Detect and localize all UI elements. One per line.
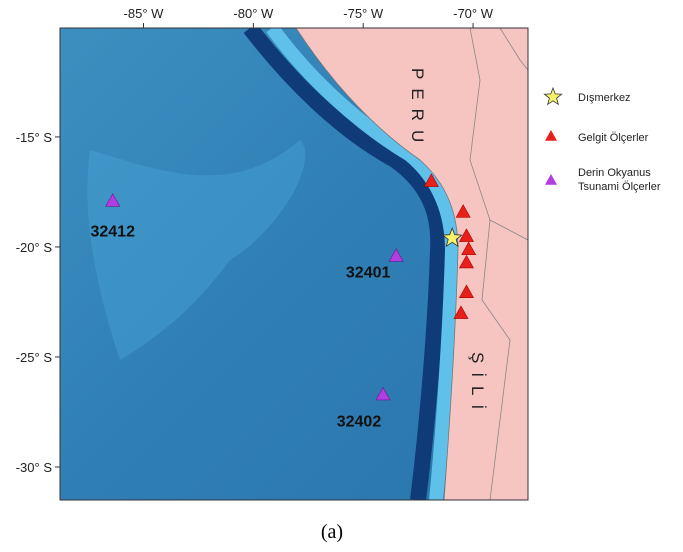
legend-symbol: [545, 174, 557, 185]
x-tick-label: -80° W: [233, 6, 274, 21]
country-label: PERU: [408, 68, 427, 151]
legend-label: Gelgit Ölçerler: [578, 132, 649, 144]
y-tick-label: -15° S: [16, 130, 53, 145]
caption: (a): [321, 521, 343, 543]
map-figure: PERU ŞİLİ (a) Dışmerkez Gelgit Ölçerler De…: [0, 0, 683, 552]
map-area: [60, 28, 528, 500]
x-tick-label: -75° W: [343, 6, 384, 21]
legend-label-line: Derin Okyanus: [578, 167, 651, 179]
legend-symbol: [544, 88, 561, 104]
legend-symbol: [545, 130, 557, 141]
y-tick-label: -30° S: [16, 460, 53, 475]
station-label: 32402: [337, 413, 382, 430]
y-tick-label: -20° S: [16, 240, 53, 255]
country-label: ŞİLİ: [468, 352, 487, 418]
legend-label: Dışmerkez: [578, 92, 631, 104]
y-tick-label: -25° S: [16, 350, 53, 365]
station-label: 32412: [90, 224, 135, 241]
legend-label: Derin Okyanus Tsunami Ölçerler: [578, 167, 661, 193]
x-tick-label: -70° W: [453, 6, 494, 21]
station-label: 32401: [346, 265, 391, 282]
legend-label-line: Tsunami Ölçerler: [578, 181, 661, 193]
legend: Dışmerkez Gelgit Ölçerler Derin Okyanus Tsu…: [544, 88, 660, 193]
x-tick-label: -85° W: [124, 6, 165, 21]
